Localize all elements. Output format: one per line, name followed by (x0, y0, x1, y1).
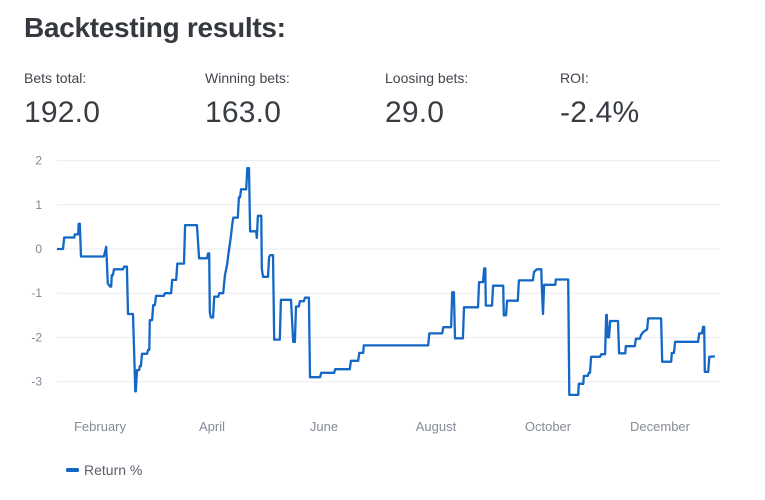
x-tick-label: October (525, 419, 572, 434)
y-tick-label: -2 (31, 330, 42, 344)
stat-value: -2.4% (560, 96, 640, 129)
plot-area: 2 1 0 -1 -2 -3 February April June August October D… (31, 154, 720, 434)
y-tick-label: -1 (31, 286, 42, 300)
y-tick-label: -3 (31, 375, 42, 389)
x-tick-label: June (310, 419, 338, 434)
x-tick-label: December (630, 419, 691, 434)
x-tick-label: April (199, 419, 225, 434)
stat-value: 192.0 (24, 96, 101, 129)
stat-label: Bets total: (24, 70, 87, 86)
stat-roi: ROI: -2.4% (560, 70, 639, 130)
stat-label: Winning bets: (205, 70, 290, 86)
stat-label: ROI: (560, 70, 589, 86)
x-tick-label: August (416, 419, 457, 434)
y-tick-label: 1 (35, 198, 42, 212)
stat-loosing-bets: Loosing bets: 29.0 (385, 70, 468, 130)
stat-value: 29.0 (385, 96, 445, 129)
stat-value: 163.0 (205, 96, 282, 129)
stat-label: Loosing bets: (385, 70, 469, 86)
stat-bets-total: Bets total: 192.0 (24, 70, 100, 130)
legend-item-return[interactable]: Return % (66, 462, 142, 478)
y-tick-label: 0 (35, 242, 42, 256)
stat-winning-bets: Winning bets: 163.0 (205, 70, 290, 130)
x-tick-label: February (74, 419, 127, 434)
return-line (56, 166, 715, 397)
page-title: Backtesting results: (24, 12, 286, 43)
legend-line-swatch (66, 468, 79, 472)
legend-label: Return % (84, 462, 142, 478)
y-tick-label: 2 (35, 154, 42, 168)
